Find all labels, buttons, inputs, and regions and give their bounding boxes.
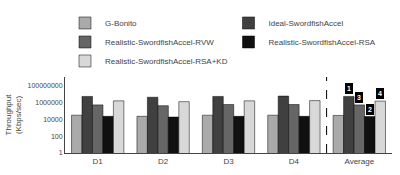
svg-text:1: 1	[59, 149, 63, 156]
svg-text:Ideal-SwordfishAccel: Ideal-SwordfishAccel	[269, 19, 344, 28]
svg-text:D1: D1	[93, 157, 104, 166]
svg-text:G-Bonito: G-Bonito	[105, 19, 137, 28]
svg-text:1000000: 1000000	[35, 99, 62, 106]
svg-text:Throughput(Kbps/sec): Throughput(Kbps/sec)	[4, 94, 23, 136]
svg-text:100000000: 100000000	[28, 82, 63, 89]
svg-text:100: 100	[51, 133, 63, 140]
svg-text:D2: D2	[158, 157, 169, 166]
svg-text:D3: D3	[223, 157, 234, 166]
svg-text:Realistic-SwordfishAccel-RVW: Realistic-SwordfishAccel-RVW	[105, 38, 214, 47]
svg-text:1: 1	[347, 85, 351, 92]
svg-text:4: 4	[378, 90, 382, 97]
svg-text:2: 2	[368, 106, 372, 113]
svg-text:Average: Average	[344, 157, 374, 166]
svg-text:Realistic-SwordfishAccel-RSA: Realistic-SwordfishAccel-RSA	[269, 38, 376, 47]
svg-text:3: 3	[357, 94, 361, 101]
svg-text:D4: D4	[289, 157, 300, 166]
svg-text:10000: 10000	[43, 116, 63, 123]
svg-text:Realistic-SwordfishAccel-RSA+K: Realistic-SwordfishAccel-RSA+KD	[105, 57, 228, 66]
